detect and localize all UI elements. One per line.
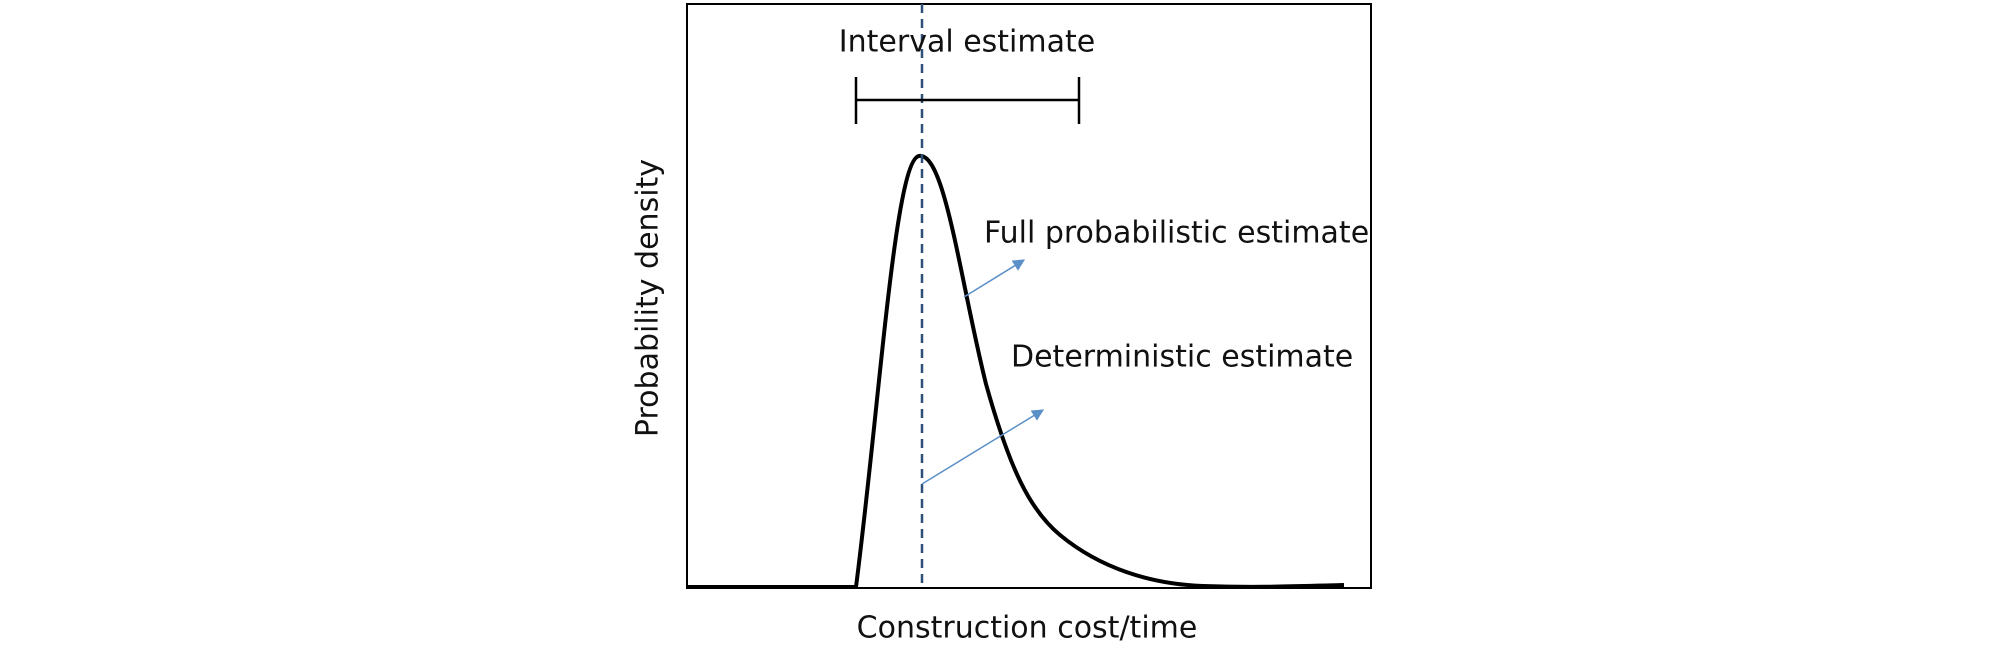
x-axis-label: Construction cost/time — [857, 611, 1198, 646]
full-label: Full probabilistic estimate — [984, 216, 1369, 251]
plot-frame — [686, 3, 1372, 589]
interval-bracket — [854, 77, 1081, 124]
interval-label: Interval estimate — [839, 25, 1095, 60]
full-arrow — [963, 259, 1026, 298]
density-curve — [687, 154, 1345, 589]
deterministic-label: Deterministic estimate — [1011, 340, 1353, 375]
y-axis-label: Probability density — [631, 159, 666, 437]
deterministic-arrow — [921, 409, 1045, 485]
